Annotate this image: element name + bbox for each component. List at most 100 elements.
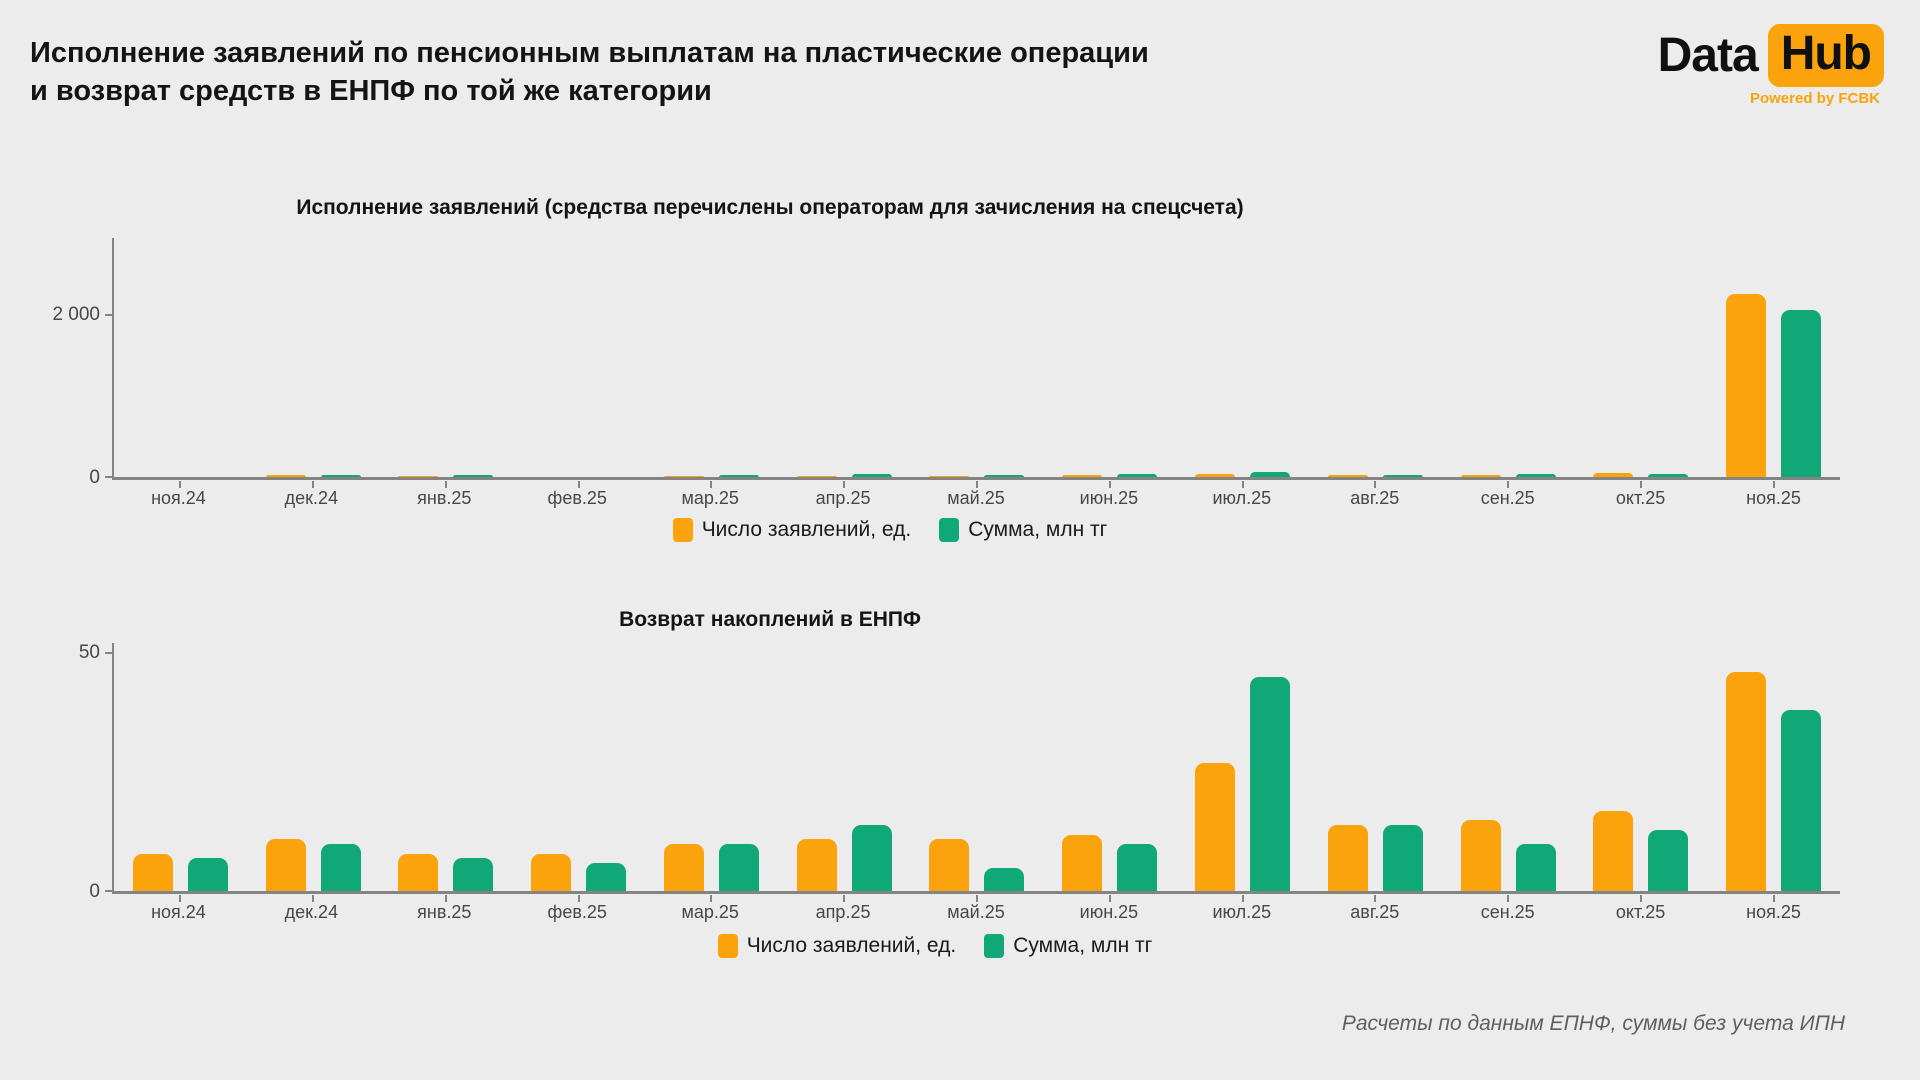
x-axis-label: авг.25 bbox=[1350, 902, 1400, 922]
legend-swatch-applications bbox=[717, 934, 738, 958]
x-axis-label: ноя.25 bbox=[1746, 488, 1801, 508]
bar-applications bbox=[663, 844, 704, 892]
x-axis-label: авг.25 bbox=[1350, 488, 1400, 508]
x-tick-mark bbox=[1241, 481, 1244, 488]
bar-amount bbox=[586, 863, 627, 892]
bar-amount bbox=[718, 474, 759, 478]
y-tick-mark bbox=[105, 651, 112, 654]
x-axis-label: ноя.24 bbox=[151, 902, 206, 922]
x-tick-mark bbox=[1639, 895, 1642, 902]
x-axis-label: фев.25 bbox=[547, 902, 607, 922]
bar-group bbox=[1176, 471, 1309, 488]
bar-group bbox=[1707, 293, 1840, 488]
bar-amount bbox=[984, 475, 1025, 478]
legend-label: Число заявлений, ед. bbox=[701, 518, 912, 541]
bar-applications bbox=[1460, 820, 1501, 892]
legend-swatch-amount bbox=[984, 934, 1005, 958]
bar-applications bbox=[398, 475, 439, 478]
y-tick-mark bbox=[105, 476, 112, 478]
bar-applications bbox=[929, 839, 970, 892]
bar-group bbox=[1043, 473, 1176, 488]
bar-applications bbox=[1062, 474, 1103, 478]
bar-amount bbox=[1781, 710, 1822, 892]
bar-applications bbox=[1593, 810, 1634, 892]
page-title-line-1: Исполнение заявлений по пенсионным выпла… bbox=[30, 37, 1149, 69]
bar-group bbox=[512, 853, 645, 902]
x-axis-label: дек.24 bbox=[284, 488, 339, 508]
bar-group bbox=[645, 844, 778, 902]
bar-groups bbox=[114, 238, 1840, 488]
x-axis-label: ноя.24 bbox=[151, 488, 206, 508]
page-title-line-2: и возврат средств в ЕНПФ по той же катег… bbox=[30, 75, 712, 108]
bar-group bbox=[1309, 824, 1442, 902]
x-tick-mark bbox=[710, 481, 713, 488]
y-tick-label: 0 bbox=[89, 467, 100, 488]
bar-applications bbox=[132, 477, 173, 478]
bar-applications bbox=[265, 475, 306, 478]
x-tick-mark bbox=[312, 481, 315, 488]
bar-group bbox=[911, 839, 1044, 902]
x-axis-label: май.25 bbox=[947, 902, 1005, 922]
bar-group bbox=[1176, 676, 1309, 902]
x-tick-mark bbox=[1108, 481, 1111, 488]
x-tick-mark bbox=[444, 481, 447, 488]
x-tick-mark bbox=[1639, 481, 1642, 488]
x-tick-mark bbox=[1108, 895, 1111, 902]
legend-label: Число заявлений, ед. bbox=[746, 934, 957, 957]
x-axis-label: мар.25 bbox=[681, 488, 739, 508]
x-tick-mark bbox=[577, 481, 580, 488]
bar-applications bbox=[1062, 834, 1103, 892]
logo-hub-badge: Hub bbox=[1767, 24, 1884, 87]
x-axis-label: окт.25 bbox=[1615, 902, 1666, 922]
bar-applications bbox=[663, 475, 704, 478]
chart-executions: Исполнение заявлений (средства перечисле… bbox=[0, 182, 1920, 562]
source-note: Расчеты по данным ЕПНФ, суммы без учета … bbox=[1341, 1012, 1845, 1035]
bar-group bbox=[380, 853, 513, 902]
x-axis-label: апр.25 bbox=[815, 902, 871, 922]
x-tick-mark bbox=[975, 481, 978, 488]
bar-amount bbox=[1515, 474, 1556, 478]
y-tick-mark bbox=[105, 890, 112, 892]
bar-amount bbox=[320, 844, 361, 892]
bar-group bbox=[1442, 820, 1575, 902]
x-axis-label: май.25 bbox=[947, 488, 1005, 508]
x-axis-label: апр.25 bbox=[815, 488, 871, 508]
legend-item-applications: Число заявлений, ед. bbox=[717, 934, 957, 958]
bar-group bbox=[114, 477, 247, 488]
plot-area: 0 50 bbox=[79, 642, 1840, 902]
legend-item-amount: Сумма, млн тг bbox=[939, 518, 1107, 542]
x-axis-label: янв.25 bbox=[417, 902, 472, 922]
y-tick-mark bbox=[105, 313, 112, 316]
bar-group bbox=[1707, 671, 1840, 902]
plot-area: 0 2 000 bbox=[52, 238, 1840, 488]
bar-group bbox=[1442, 474, 1575, 488]
x-tick-mark bbox=[312, 895, 315, 902]
x-axis-label: июн.25 bbox=[1079, 488, 1139, 508]
x-tick-mark bbox=[1772, 481, 1775, 488]
x-tick-mark bbox=[1374, 895, 1377, 902]
x-axis-labels: ноя.24 дек.24 янв.25 фев.25 мар.25 апр.25 май.… bbox=[112, 902, 1840, 923]
x-tick-mark bbox=[179, 481, 182, 488]
bar-applications bbox=[1195, 762, 1235, 892]
bar-applications bbox=[796, 839, 837, 892]
bar-amount bbox=[187, 858, 228, 892]
bar-group bbox=[1043, 834, 1176, 902]
bar-group bbox=[247, 839, 380, 902]
bar-applications bbox=[1327, 475, 1368, 478]
bar-applications bbox=[1726, 671, 1767, 892]
bar-applications bbox=[531, 477, 572, 478]
x-tick-mark bbox=[1241, 895, 1244, 902]
bar-group bbox=[247, 475, 380, 488]
bar-applications bbox=[796, 475, 837, 478]
bar-applications bbox=[929, 475, 970, 478]
bar-applications bbox=[1327, 824, 1368, 892]
bar-group bbox=[512, 477, 645, 488]
legend-swatch-amount bbox=[939, 518, 960, 542]
x-tick-mark bbox=[577, 895, 580, 902]
x-tick-mark bbox=[444, 895, 447, 902]
y-tick-label: 50 bbox=[78, 641, 100, 663]
bar-amount bbox=[718, 844, 759, 892]
bar-amount bbox=[453, 475, 494, 478]
bar-amount bbox=[851, 824, 892, 892]
